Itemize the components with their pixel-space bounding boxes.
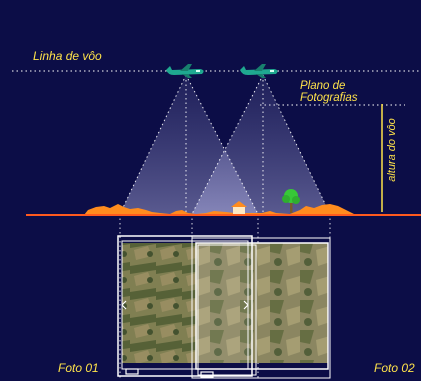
aerial-photo-2	[196, 243, 328, 363]
overlap-zone	[196, 243, 251, 363]
tree-icon	[282, 189, 300, 213]
house-icon	[231, 201, 247, 214]
photo-1-label: Foto 01	[58, 361, 99, 375]
photo-2-label: Foto 02	[374, 361, 415, 375]
photo-plane-label-line1: Plano de	[300, 80, 346, 92]
airplane-icon	[166, 64, 204, 78]
camera-cone-2	[192, 75, 330, 214]
altitude-label: altura do vôo	[386, 118, 398, 182]
photo-plane-label: Plano de Fotografias	[300, 80, 358, 104]
airplane-icon	[240, 64, 278, 78]
terrain	[84, 204, 356, 215]
flight-line-label: Linha de vôo	[33, 49, 102, 63]
photo-plane-label-line2: Fotografias	[300, 92, 358, 104]
